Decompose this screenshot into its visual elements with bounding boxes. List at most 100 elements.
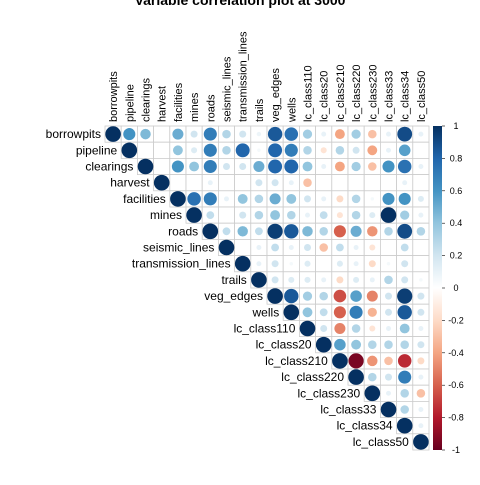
correlation-circle: [284, 305, 300, 321]
column-label: lc_class50: [416, 71, 428, 122]
correlation-circle: [170, 191, 186, 207]
grid-cell: [316, 175, 332, 191]
correlation-circle: [268, 224, 283, 239]
correlation-circle: [303, 129, 312, 138]
correlation-circle: [303, 178, 312, 187]
correlation-circle: [251, 272, 267, 288]
column-labels: borrowpits pipeline clearings harvest facili…: [108, 31, 428, 123]
colorbar-tick-label: 0.8: [450, 153, 463, 163]
correlation-circle: [400, 210, 409, 219]
correlation-circle: [351, 162, 360, 171]
column-label: lc_class20: [319, 71, 331, 122]
correlation-circle: [303, 162, 313, 172]
correlation-circle: [320, 211, 328, 219]
column-label: wells: [286, 97, 298, 123]
correlation-circle: [239, 212, 246, 219]
correlation-circle: [353, 277, 359, 283]
correlation-circle: [319, 292, 328, 301]
colorbar-tick-label: -0.8: [448, 413, 464, 423]
correlation-circle: [369, 244, 375, 250]
grid-cell: [186, 175, 202, 191]
column-label: transmission_lines: [238, 31, 250, 122]
correlation-circle: [204, 144, 217, 157]
row-label: lc_class220: [281, 370, 344, 384]
correlation-circle: [270, 193, 281, 204]
correlation-circle: [398, 160, 412, 174]
correlation-circle: [368, 162, 377, 171]
correlation-circle: [270, 210, 280, 220]
correlation-circle: [303, 291, 312, 300]
correlation-circle: [284, 160, 298, 174]
correlation-circle: [384, 276, 393, 285]
correlation-circle: [369, 260, 376, 267]
colorbar: [433, 126, 442, 450]
correlation-circle: [303, 146, 312, 155]
correlation-circle: [354, 261, 359, 266]
chart-title: Variable correlation plot at 3000: [0, 0, 480, 8]
correlation-circle: [255, 211, 264, 220]
colorbar-tick-label: -0.4: [448, 348, 464, 358]
correlation-circle: [418, 213, 423, 218]
correlation-circle: [123, 128, 135, 140]
correlation-circle: [397, 127, 412, 142]
correlation-circle: [268, 160, 282, 174]
column-label: lc_class210: [335, 65, 347, 122]
correlation-circle: [203, 224, 219, 240]
correlation-circle: [303, 307, 313, 317]
correlation-circle: [122, 143, 138, 159]
correlation-circle: [350, 290, 362, 302]
grid-cell: [364, 175, 380, 191]
column-label: trails: [254, 98, 266, 122]
correlation-circle: [386, 391, 391, 396]
correlation-circle: [418, 375, 423, 380]
row-label: transmission_lines: [132, 257, 231, 271]
correlation-circle: [419, 278, 422, 281]
correlation-circle: [385, 309, 392, 316]
row-label: lc_class34: [337, 419, 393, 433]
column-label: mines: [189, 92, 201, 122]
row-label: lc_class50: [353, 435, 409, 449]
colorbar-tick-label: 0.6: [450, 186, 463, 196]
column-label: lc_class110: [303, 65, 315, 122]
column-label: clearings: [141, 77, 153, 122]
correlation-circle: [334, 290, 347, 303]
correlation-circle: [320, 308, 328, 316]
correlation-circle: [369, 325, 375, 331]
correlation-circle: [305, 213, 310, 218]
correlation-circle: [334, 339, 346, 351]
row-label: pipeline: [76, 143, 118, 157]
grid-cell: [154, 126, 170, 142]
correlation-circle: [239, 131, 246, 138]
row-label: roads: [168, 224, 198, 238]
correlation-circle: [222, 146, 231, 155]
correlation-circle: [105, 126, 121, 142]
grid-cell: [413, 142, 429, 158]
column-label: facilities: [173, 82, 185, 122]
correlation-circle: [319, 243, 328, 252]
correlation-circle: [235, 256, 251, 272]
correlation-circle: [398, 371, 411, 384]
correlation-circle: [351, 340, 361, 350]
column-label: lc_class34: [400, 71, 412, 122]
correlation-circle: [284, 224, 298, 238]
correlation-circle: [332, 353, 348, 369]
correlation-circle: [300, 321, 316, 337]
column-label: roads: [205, 94, 217, 122]
correlation-circle: [397, 418, 413, 434]
row-label: lc_class33: [320, 403, 376, 417]
correlation-circle: [348, 369, 364, 385]
colorbar-tick-label: -1: [452, 445, 460, 455]
correlation-circle: [304, 277, 310, 283]
column-label: lc_class220: [351, 65, 363, 122]
correlation-circle: [385, 293, 392, 300]
correlation-circle: [384, 340, 393, 349]
grid-cell: [380, 239, 396, 255]
grid-cell: [137, 142, 153, 158]
correlation-circle: [351, 129, 360, 138]
correlation-circle: [352, 324, 361, 333]
correlation-circle: [268, 127, 282, 141]
correlation-circle: [204, 128, 217, 141]
correlation-circle: [386, 326, 391, 331]
correlation-circle: [304, 244, 311, 251]
correlation-circle: [272, 276, 279, 283]
